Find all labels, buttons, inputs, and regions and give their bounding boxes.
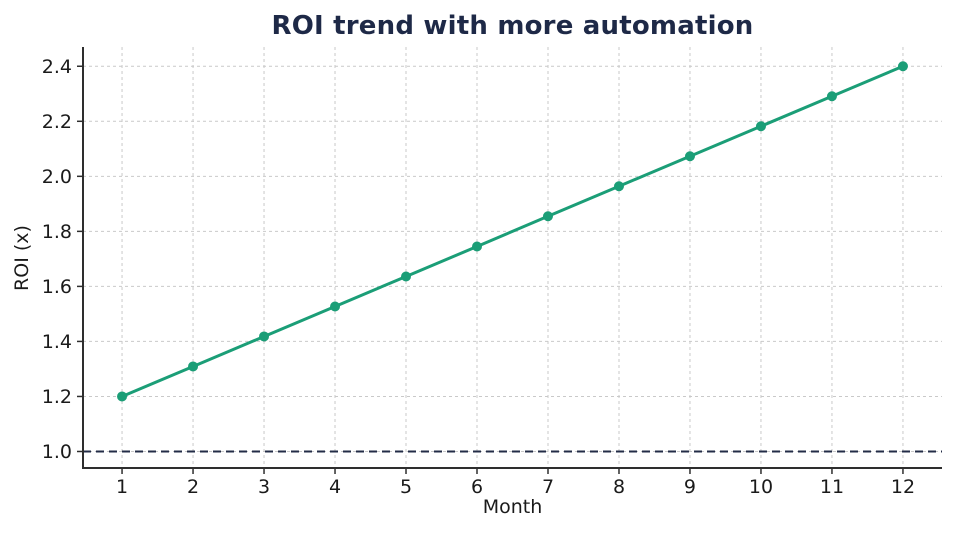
data-point [472, 241, 483, 252]
data-point [401, 271, 412, 282]
chart-title: ROI trend with more automation [271, 11, 754, 41]
y-tick-label: 2.4 [42, 56, 72, 78]
x-tick-label: 10 [749, 476, 773, 498]
y-tick-label: 2.2 [42, 111, 72, 133]
x-tick-label: 12 [891, 476, 915, 498]
x-tick-label: 9 [684, 476, 696, 498]
data-point [542, 211, 553, 222]
x-tick-label: 4 [329, 476, 341, 498]
data-point [117, 391, 128, 402]
x-tick-label: 5 [400, 476, 412, 498]
data-point [188, 361, 199, 372]
data-point [684, 151, 695, 162]
data-point [755, 121, 766, 132]
y-tick-label: 1.8 [42, 221, 72, 243]
y-tick-label: 1.0 [42, 441, 72, 463]
y-tick-label: 1.4 [42, 331, 72, 353]
trend-line [120, 64, 905, 398]
x-tick-label: 1 [116, 476, 128, 498]
data-point [259, 331, 270, 342]
x-tick-label: 6 [471, 476, 483, 498]
y-tick-label: 1.6 [42, 276, 72, 298]
x-tick-label: 2 [187, 476, 199, 498]
data-point [826, 91, 837, 102]
x-tick-label: 7 [542, 476, 554, 498]
data-point [897, 61, 908, 72]
y-tick-label: 1.2 [42, 386, 72, 408]
x-tick-label: 8 [613, 476, 625, 498]
data-point [330, 301, 341, 312]
x-tick-label: 11 [820, 476, 844, 498]
y-tick-label: 2.0 [42, 166, 72, 188]
data-point [613, 181, 624, 192]
x-tick-label: 3 [258, 476, 270, 498]
x-axis-label: Month [482, 496, 543, 518]
